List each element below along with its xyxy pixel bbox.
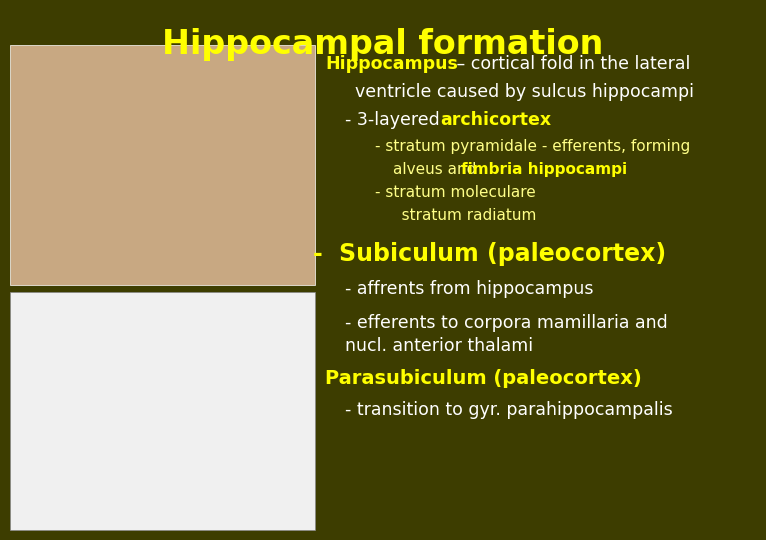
Text: nucl. anterior thalami: nucl. anterior thalami: [345, 337, 533, 355]
FancyBboxPatch shape: [10, 292, 315, 530]
Text: - transition to gyr. parahippocampalis: - transition to gyr. parahippocampalis: [345, 401, 673, 419]
Text: - affrents from hippocampus: - affrents from hippocampus: [345, 280, 594, 298]
Text: archicortex: archicortex: [440, 111, 551, 129]
Text: Subiculum (paleocortex): Subiculum (paleocortex): [339, 242, 666, 266]
Text: Hippocampus: Hippocampus: [325, 55, 458, 73]
Text: alveus and: alveus and: [393, 162, 481, 177]
Text: -: -: [313, 242, 322, 266]
Text: - 3-layered: - 3-layered: [345, 111, 445, 129]
Text: stratum radiatum: stratum radiatum: [387, 208, 536, 223]
Text: - stratum moleculare: - stratum moleculare: [375, 185, 535, 200]
Text: - stratum pyramidale - efferents, forming: - stratum pyramidale - efferents, formin…: [375, 139, 690, 154]
Text: ventricle caused by sulcus hippocampi: ventricle caused by sulcus hippocampi: [355, 83, 694, 101]
Text: – cortical fold in the lateral: – cortical fold in the lateral: [451, 55, 690, 73]
Text: Hippocampal formation: Hippocampal formation: [162, 28, 604, 61]
Text: Parasubiculum (paleocortex): Parasubiculum (paleocortex): [325, 369, 642, 388]
FancyBboxPatch shape: [10, 45, 315, 285]
Text: fimbria hippocampi: fimbria hippocampi: [461, 162, 627, 177]
Text: - efferents to corpora mamillaria and: - efferents to corpora mamillaria and: [345, 314, 668, 332]
